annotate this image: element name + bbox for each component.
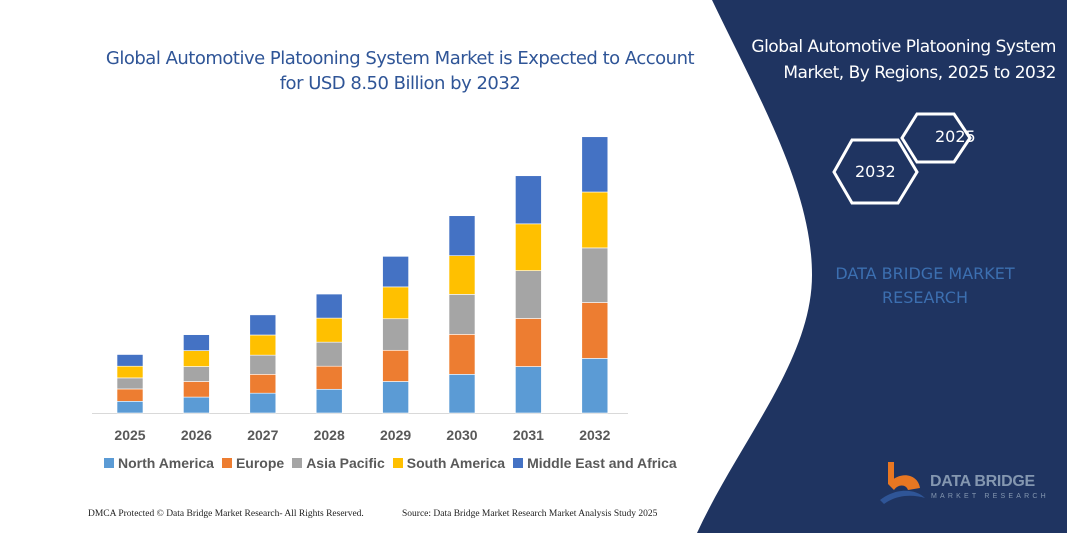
bar-segment-2028-asia-pacific — [315, 341, 343, 367]
legend-swatch — [513, 458, 524, 468]
legend-item: South America — [392, 455, 506, 471]
chart-legend: North America Europe Asia Pacific South Ame… — [104, 455, 677, 471]
legend-swatch — [292, 458, 303, 468]
x-tick-label: 2030 — [446, 427, 477, 443]
legend-swatch — [104, 458, 114, 468]
bar-segment-2026-middle-east-and-africa — [183, 334, 210, 351]
bar-segment-2032-asia-pacific — [581, 247, 609, 303]
bar-segment-2026-north-america — [183, 396, 210, 414]
bar-segment-2031-south-america — [515, 223, 542, 271]
legend-item: Middle East and Africa — [513, 455, 677, 471]
hexagon-2032 — [832, 138, 919, 205]
x-tick-label: 2032 — [579, 427, 610, 443]
legend-label: Europe — [235, 455, 285, 471]
bar-segment-2032-europe — [581, 302, 609, 359]
bar-segment-2027-asia-pacific — [249, 354, 277, 375]
bar-segment-2030-north-america — [448, 374, 476, 414]
bar-segment-2029-south-america — [382, 286, 409, 320]
bar-segment-2027-middle-east-and-africa — [249, 314, 277, 336]
bar-segment-2027-south-america — [249, 334, 277, 356]
chart-title: Global Automotive Platooning System Mark… — [105, 48, 695, 94]
bar-segment-2025-europe — [116, 388, 144, 402]
bar-segment-2030-asia-pacific — [448, 294, 476, 335]
legend-swatch — [392, 458, 403, 468]
x-tick-label: 2027 — [247, 427, 278, 443]
footer-copyright: DMCA Protected © Data Bridge Market Rese… — [88, 509, 364, 519]
bar-segment-2029-europe — [382, 349, 409, 382]
bar-segment-2028-europe — [315, 365, 343, 390]
bar-segment-2025-south-america — [116, 365, 144, 379]
legend-item: Europe — [221, 455, 285, 471]
hexagon-2025 — [900, 112, 972, 164]
legend-swatch — [221, 458, 232, 468]
bar-segment-2027-europe — [249, 374, 277, 394]
stacked-bar-chart: 2025 2026 2027 2028 2029 2030 2031 2032 — [92, 136, 628, 443]
bar-segment-2030-south-america — [448, 255, 476, 295]
bar-segment-2026-europe — [183, 381, 210, 398]
hex-label-2032: 2032 — [855, 162, 896, 181]
x-tick-label: 2029 — [380, 427, 411, 443]
bar-segment-2031-middle-east-and-africa — [515, 175, 542, 225]
x-tick-label: 2028 — [314, 427, 345, 443]
footer-source: Source: Data Bridge Market Research Mark… — [402, 509, 658, 519]
legend-label: Middle East and Africa — [527, 455, 677, 471]
x-tick-label: 2026 — [181, 427, 212, 443]
bar-segment-2028-south-america — [315, 317, 343, 343]
brand-text: DATA BRIDGE MARKET RESEARCH — [835, 264, 1015, 307]
bar-segment-2025-asia-pacific — [116, 377, 144, 390]
logo-icon — [880, 462, 925, 504]
bar-segment-2027-north-america — [249, 392, 277, 414]
bar-segment-2025-middle-east-and-africa — [116, 354, 144, 367]
x-tick-label: 2031 — [513, 427, 544, 443]
x-tick-label: 2025 — [114, 427, 145, 443]
bar-segment-2026-south-america — [183, 350, 210, 367]
legend-item: Asia Pacific — [292, 455, 385, 471]
logo-subtitle: MARKET RESEARCH — [931, 493, 1049, 500]
bar-segment-2028-north-america — [315, 388, 343, 414]
bar-segment-2031-europe — [515, 318, 542, 367]
bar-segment-2032-middle-east-and-africa — [581, 136, 609, 193]
bar-segment-2031-north-america — [515, 366, 542, 414]
bar-segment-2029-asia-pacific — [382, 318, 409, 351]
bar-segment-2030-europe — [448, 334, 476, 375]
legend-label: Asia Pacific — [306, 455, 385, 471]
side-panel-title: Global Automotive Platooning System Mark… — [751, 37, 1056, 83]
bar-segment-2029-north-america — [382, 381, 409, 414]
bar-segment-2032-south-america — [581, 191, 609, 249]
legend-item: North America — [104, 455, 214, 471]
bar-segment-2030-middle-east-and-africa — [448, 215, 476, 257]
legend-label: South America — [406, 455, 506, 471]
bar-segment-2028-middle-east-and-africa — [315, 293, 343, 319]
bar-segment-2026-asia-pacific — [183, 366, 210, 382]
bar-segment-2032-north-america — [581, 358, 609, 414]
logo-name: DATA BRIDGE — [930, 473, 1035, 490]
bar-segment-2029-middle-east-and-africa — [382, 256, 409, 288]
bar-segment-2031-asia-pacific — [515, 270, 542, 319]
hex-label-2025: 2025 — [935, 127, 976, 146]
legend-label: North America — [118, 455, 214, 471]
bar-segment-2025-north-america — [116, 400, 144, 414]
